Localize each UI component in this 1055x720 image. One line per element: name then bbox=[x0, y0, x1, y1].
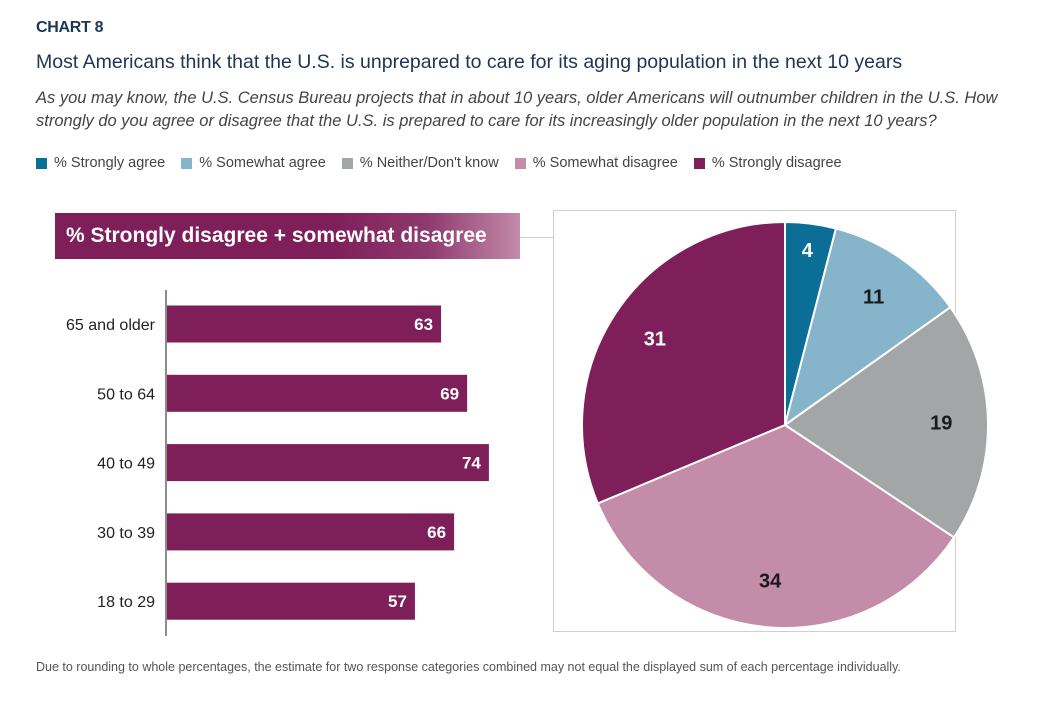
pie-slice bbox=[581, 220, 786, 505]
legend-swatch bbox=[181, 157, 193, 169]
pie-slice bbox=[783, 227, 952, 428]
legend-item-strongly-agree: % Strongly agree bbox=[36, 155, 165, 171]
legend-item-somewhat-agree: % Somewhat agree bbox=[181, 155, 326, 171]
bar bbox=[167, 444, 489, 482]
legend-label: % Somewhat disagree bbox=[532, 155, 678, 171]
legend-swatch bbox=[341, 157, 353, 169]
bar-value-label: 74 bbox=[462, 454, 481, 473]
pie-slice-label: 19 bbox=[930, 413, 952, 435]
legend-label: % Strongly agree bbox=[54, 155, 166, 171]
bar-chart-title: % Strongly disagree + somewhat disagree bbox=[55, 213, 520, 259]
category-label: 40 to 49 bbox=[97, 456, 155, 473]
legend-item-neither: % Neither/Don't know bbox=[341, 155, 499, 171]
bar bbox=[167, 513, 455, 551]
bar-value-label: 63 bbox=[414, 315, 433, 334]
chart-title: Most Americans think that the U.S. is un… bbox=[36, 51, 903, 73]
legend: % Strongly agree % Somewhat agree % Neit… bbox=[36, 155, 842, 171]
pie-slice bbox=[783, 305, 989, 539]
pie-slice-label: 31 bbox=[644, 328, 666, 350]
bar bbox=[167, 305, 442, 343]
legend-label: % Neither/Don't know bbox=[359, 155, 499, 171]
pie-slice-label: 11 bbox=[863, 286, 884, 308]
legend-item-strongly-disagree: % Strongly disagree bbox=[693, 155, 842, 171]
category-label: 50 to 64 bbox=[97, 386, 155, 403]
category-label: 30 to 39 bbox=[97, 525, 155, 542]
legend-swatch bbox=[693, 157, 705, 169]
bar-value-label: 66 bbox=[427, 523, 446, 542]
bar-value-label: 57 bbox=[388, 592, 407, 611]
bar bbox=[167, 374, 468, 412]
bar-value-label: 69 bbox=[440, 384, 459, 403]
legend-swatch bbox=[36, 157, 47, 169]
bar bbox=[167, 582, 415, 620]
chart-number: CHART 8 bbox=[36, 19, 104, 36]
legend-item-somewhat-disagree: % Somewhat disagree bbox=[514, 155, 678, 171]
chart-subtitle: As you may know, the U.S. Census Bureau … bbox=[36, 89, 998, 130]
pie-slice-label: 34 bbox=[759, 571, 782, 593]
category-label: 65 and older bbox=[66, 317, 156, 334]
legend-label: % Somewhat agree bbox=[199, 155, 326, 171]
category-label: 18 to 29 bbox=[97, 594, 155, 611]
legend-swatch bbox=[514, 157, 526, 169]
connector-line bbox=[520, 237, 553, 238]
pie-slice bbox=[596, 423, 956, 629]
footnote: Due to rounding to whole percentages, th… bbox=[36, 660, 901, 674]
legend-label: % Strongly disagree bbox=[711, 155, 842, 171]
pie-slice-label: 4 bbox=[802, 240, 814, 262]
